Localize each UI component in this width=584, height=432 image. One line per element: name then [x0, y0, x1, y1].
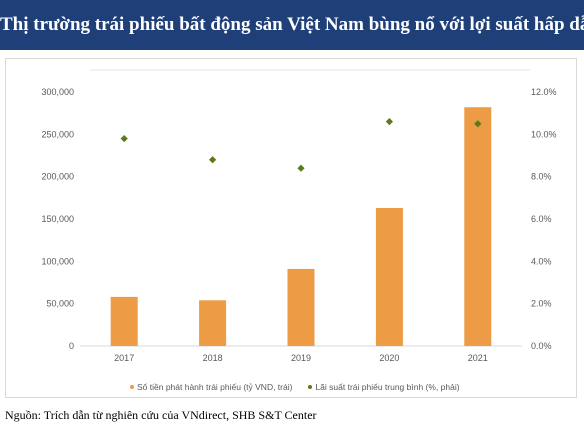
left-axis: 0 50,000 100,000 150,000 200,000 250,000 300,0… — [41, 87, 74, 351]
right-tick-label: 0.0% — [531, 341, 552, 351]
right-tick-label: 2.0% — [531, 299, 552, 309]
x-tick-label: 2021 — [468, 353, 488, 363]
right-tick-label: 4.0% — [531, 256, 552, 266]
right-tick-label: 6.0% — [531, 214, 552, 224]
left-tick-label: 300,000 — [41, 87, 74, 97]
left-tick-label: 250,000 — [41, 129, 74, 139]
page-title: Thị trường trái phiếu bất động sản Việt … — [0, 0, 584, 50]
combo-chart: 0 50,000 100,000 150,000 200,000 250,000 300,0… — [41, 69, 557, 363]
x-axis: 2017 2018 2019 2020 2021 — [114, 353, 488, 363]
legend-swatch-points — [308, 385, 313, 389]
bar-2020 — [375, 207, 403, 346]
left-tick-label: 100,000 — [41, 256, 74, 266]
legend-item-bond-issuance: Số tiền phát hành trái phiếu (tỷ VND, tr… — [130, 382, 292, 392]
legend-label-bond-issuance: Số tiền phát hành trái phiếu (tỷ VND, tr… — [137, 382, 293, 392]
left-tick-label: 50,000 — [46, 299, 74, 309]
left-tick-label: 150,000 — [41, 214, 74, 224]
point-2019 — [297, 164, 305, 172]
bar-series — [110, 107, 492, 347]
point-2020 — [385, 118, 393, 126]
x-tick-label: 2019 — [291, 353, 311, 363]
scatter-series — [120, 118, 482, 172]
left-tick-label: 0 — [69, 341, 74, 351]
right-tick-label: 8.0% — [531, 172, 552, 182]
left-tick-label: 200,000 — [41, 172, 74, 182]
right-tick-label: 10.0% — [531, 129, 557, 139]
legend-swatch-bars — [130, 385, 134, 389]
legend-label-interest-rate: Lãi suất trái phiếu trung bình (%, phải) — [315, 382, 460, 392]
right-axis: 0.0% 2.0% 4.0% 6.0% 8.0% 10.0% 12.0% — [531, 87, 557, 351]
bar-2019 — [287, 268, 315, 346]
bar-2018 — [199, 300, 227, 346]
legend: Số tiền phát hành trái phiếu (tỷ VND, tr… — [130, 380, 530, 394]
x-tick-label: 2017 — [114, 353, 134, 363]
x-tick-label: 2020 — [379, 353, 399, 363]
point-2021 — [474, 120, 482, 128]
right-tick-label: 12.0% — [531, 87, 557, 97]
bar-2021 — [464, 107, 492, 347]
point-2018 — [209, 156, 217, 164]
bar-2017 — [110, 296, 138, 346]
source-note: Nguồn: Trích dẫn từ nghiên cứu của VNdir… — [5, 408, 317, 422]
x-tick-label: 2018 — [203, 353, 223, 363]
point-2017 — [120, 134, 128, 143]
legend-item-interest-rate: Lãi suất trái phiếu trung bình (%, phải) — [308, 382, 460, 392]
